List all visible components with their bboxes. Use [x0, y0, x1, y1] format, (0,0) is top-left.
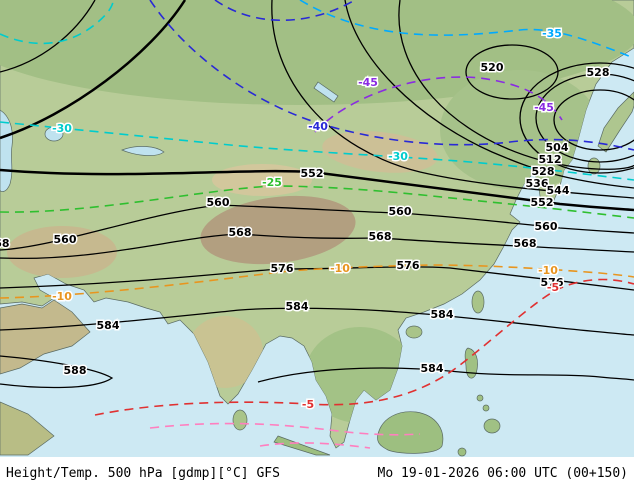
weather-map: 5205285045125285365445525525605605605605…: [0, 0, 634, 457]
height-contour-528: [398, 0, 634, 170]
terrain-tibet-plateau: [200, 195, 356, 265]
temp-contour--35: [299, 0, 634, 59]
height-contour-584: [0, 307, 634, 336]
lake-aral: [44, 126, 64, 142]
height-contour-label: 528: [532, 165, 555, 178]
height-contour-label: 584: [421, 362, 444, 375]
island-honshu: [597, 91, 634, 153]
temp-contour--40-north: [214, 0, 356, 21]
height-contour-536: [344, 0, 634, 189]
temp-contour--40: [149, 0, 634, 151]
height-contour-label: 584: [97, 319, 120, 332]
temp-contour-label: -10: [538, 264, 558, 277]
temp-contour-label: -30: [388, 150, 408, 163]
height-contours: [0, 0, 634, 389]
temp-contour-label: -45: [534, 101, 554, 114]
height-contour-label: 576: [541, 276, 564, 289]
height-contour-584-south: [257, 367, 634, 383]
temp-contour--30-northwest: [0, 0, 114, 45]
height-contour-label: 528: [587, 66, 610, 79]
island-borneo: [377, 411, 444, 454]
island-visayas: [476, 394, 484, 402]
temp-contour--5: [94, 278, 634, 416]
height-contour-552: [0, 168, 634, 212]
temp-contours: [0, 0, 634, 449]
height-contour-label: 584: [431, 308, 454, 321]
island-sri-lanka: [232, 409, 248, 431]
height-contour-label: 568: [0, 237, 9, 250]
height-contour-label: 560: [207, 196, 230, 209]
height-contour-label: 520: [481, 61, 504, 74]
temp-contour--10: [0, 264, 634, 299]
map-datetime: Mo 19-01-2026 06:00 UTC (00+150): [377, 466, 628, 481]
height-contour-label: 536: [526, 177, 549, 190]
height-contour-nw-2: [0, 0, 187, 140]
height-contour-568: [0, 233, 634, 260]
height-contour-label: 584: [286, 300, 309, 313]
height-contour-label: 552: [301, 167, 324, 180]
terrain-siberia: [0, 0, 634, 105]
height-contour-label: 568: [369, 230, 392, 243]
height-contour-label: 560: [535, 220, 558, 233]
height-contour-588: [0, 355, 114, 389]
height-contour-label: 560: [389, 205, 412, 218]
lake-balkhash: [121, 146, 165, 156]
map-title: Height/Temp. 500 hPa [gdmp][°C] GFS: [6, 466, 280, 481]
height-contour-560: [0, 204, 634, 251]
height-contour-label: 576: [271, 262, 294, 275]
map-canvas: 5205285045125285365445525525605605605605…: [0, 0, 634, 457]
height-contour-label: 568: [514, 237, 537, 250]
height-contour-label: 512: [539, 153, 562, 166]
height-contour-label: 588: [64, 364, 87, 377]
island-luzon: [464, 347, 478, 379]
landmass-arabia: [0, 299, 91, 375]
height-contour-544: [271, 0, 634, 199]
temp-contour-label: -45: [358, 76, 378, 89]
island-visayas: [482, 404, 490, 412]
temp-contour-label: -35: [542, 27, 562, 40]
height-contour-label: 568: [229, 226, 252, 239]
island-mindanao: [483, 418, 501, 434]
temp-contour--45: [314, 76, 563, 133]
temp-contour-label: -10: [52, 290, 72, 303]
island-celebes: [457, 447, 467, 457]
temp-contour-0: [149, 422, 421, 436]
temp-contour-label: -30: [52, 122, 72, 135]
temp-contour--30: [0, 121, 634, 181]
height-contour-528-low: [519, 62, 634, 174]
island-hainan: [405, 325, 423, 339]
islands: [232, 91, 634, 457]
temp-contour--25: [0, 185, 634, 219]
height-contour-label: 504: [546, 141, 569, 154]
temp-label-layer: -35 -45 -45 -40 -30 -30 -25 -10 -10 -10 -5 -5: [51, 26, 564, 413]
island-kyushu: [587, 157, 601, 175]
island-sumatra: [273, 435, 331, 456]
temp-contour-label: -5: [302, 398, 314, 411]
height-contour-label: 544: [547, 184, 570, 197]
temp-contour-label: -40: [308, 120, 328, 133]
height-contour-label: 552: [531, 196, 554, 209]
height-contour-520-low: [465, 44, 559, 100]
landmass-horn-of-africa: [0, 401, 55, 456]
island-taiwan: [471, 290, 485, 314]
temp-contour-label: -10: [330, 262, 350, 275]
height-contour-label: 576: [397, 259, 420, 272]
temp-contour-label: -5: [547, 281, 559, 294]
terrain-iran-plateau: [7, 226, 117, 278]
height-contour-512-low: [535, 73, 634, 163]
lake-baikal: [313, 81, 339, 103]
temp-contour-label: -25: [262, 176, 282, 189]
height-label-layer: 5205285045125285365445525525605605605605…: [0, 60, 611, 379]
caption-bar: Height/Temp. 500 hPa [gdmp][°C] GFS Mo 1…: [0, 457, 634, 490]
terrain-ne-china: [440, 70, 600, 190]
height-contour-nw-1: [0, 0, 96, 73]
height-contour-504-low: [553, 89, 634, 151]
height-contour-label: 560: [54, 233, 77, 246]
height-contour-576: [0, 266, 634, 291]
